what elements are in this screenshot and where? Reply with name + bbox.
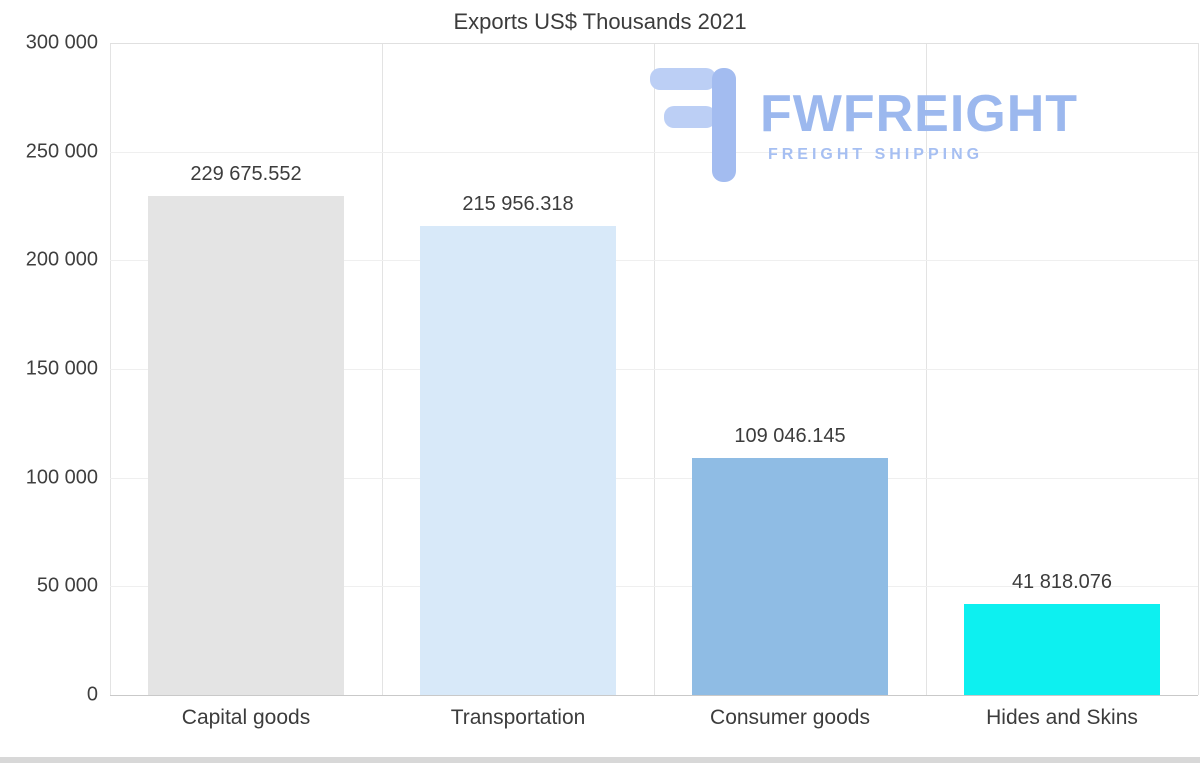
x-axis-label: Transportation [450, 706, 586, 729]
y-tick-label: 200 000 [25, 248, 98, 271]
vertical-gridline [1198, 43, 1199, 695]
horizontal-gridline [110, 695, 1198, 696]
bar-hides-and-skins[interactable] [964, 604, 1160, 695]
x-axis-label: Capital goods [181, 706, 311, 729]
bar-value-label: 215 956.318 [462, 192, 574, 215]
y-axis: 0 50 000 100 000 150 000 200 000 250 000 300 0… [0, 32, 98, 706]
bar-slot: 215 956.318 [382, 43, 654, 695]
horizontal-gridline [110, 43, 1198, 44]
x-axis-labels: Capital goods Transportation Consumer good… [110, 706, 1198, 730]
y-tick-label: 100 000 [25, 466, 98, 489]
horizontal-gridline [110, 260, 1198, 262]
bar-capital-goods[interactable] [148, 195, 344, 695]
bar-value-label: 41 818.076 [1011, 571, 1113, 594]
bar-consumer-goods[interactable] [692, 458, 888, 695]
x-axis-label: Consumer goods [710, 706, 870, 729]
bar-slot: 41 818.076 [926, 43, 1198, 695]
y-tick-label: 150 000 [25, 357, 98, 380]
horizontal-gridline [110, 586, 1198, 588]
chart-title: Exports US$ Thousands 2021 [453, 9, 747, 34]
bars-area: 229 675.552 215 956.318 109 046.145 41 818.… [110, 43, 1198, 695]
bar-value-label: 109 046.145 [734, 425, 846, 448]
y-tick-label: 250 000 [25, 140, 98, 163]
plot-area: 229 675.552 215 956.318 109 046.145 41 818.… [110, 43, 1199, 696]
y-tick-label: 50 000 [36, 574, 98, 597]
bar-slot: 109 046.145 [654, 43, 926, 695]
x-axis-label: Hides and Skins [986, 706, 1138, 729]
y-tick-label: 300 000 [25, 31, 98, 54]
horizontal-gridline [110, 477, 1198, 479]
bar-transportation[interactable] [420, 225, 616, 695]
horizontal-gridline [110, 369, 1198, 370]
bar-value-label: 229 675.552 [190, 162, 302, 185]
horizontal-gridline [110, 151, 1198, 153]
bar-slot: 229 675.552 [110, 43, 382, 695]
y-tick-label: 0 [86, 683, 98, 706]
bottom-border-strip [0, 757, 1200, 763]
